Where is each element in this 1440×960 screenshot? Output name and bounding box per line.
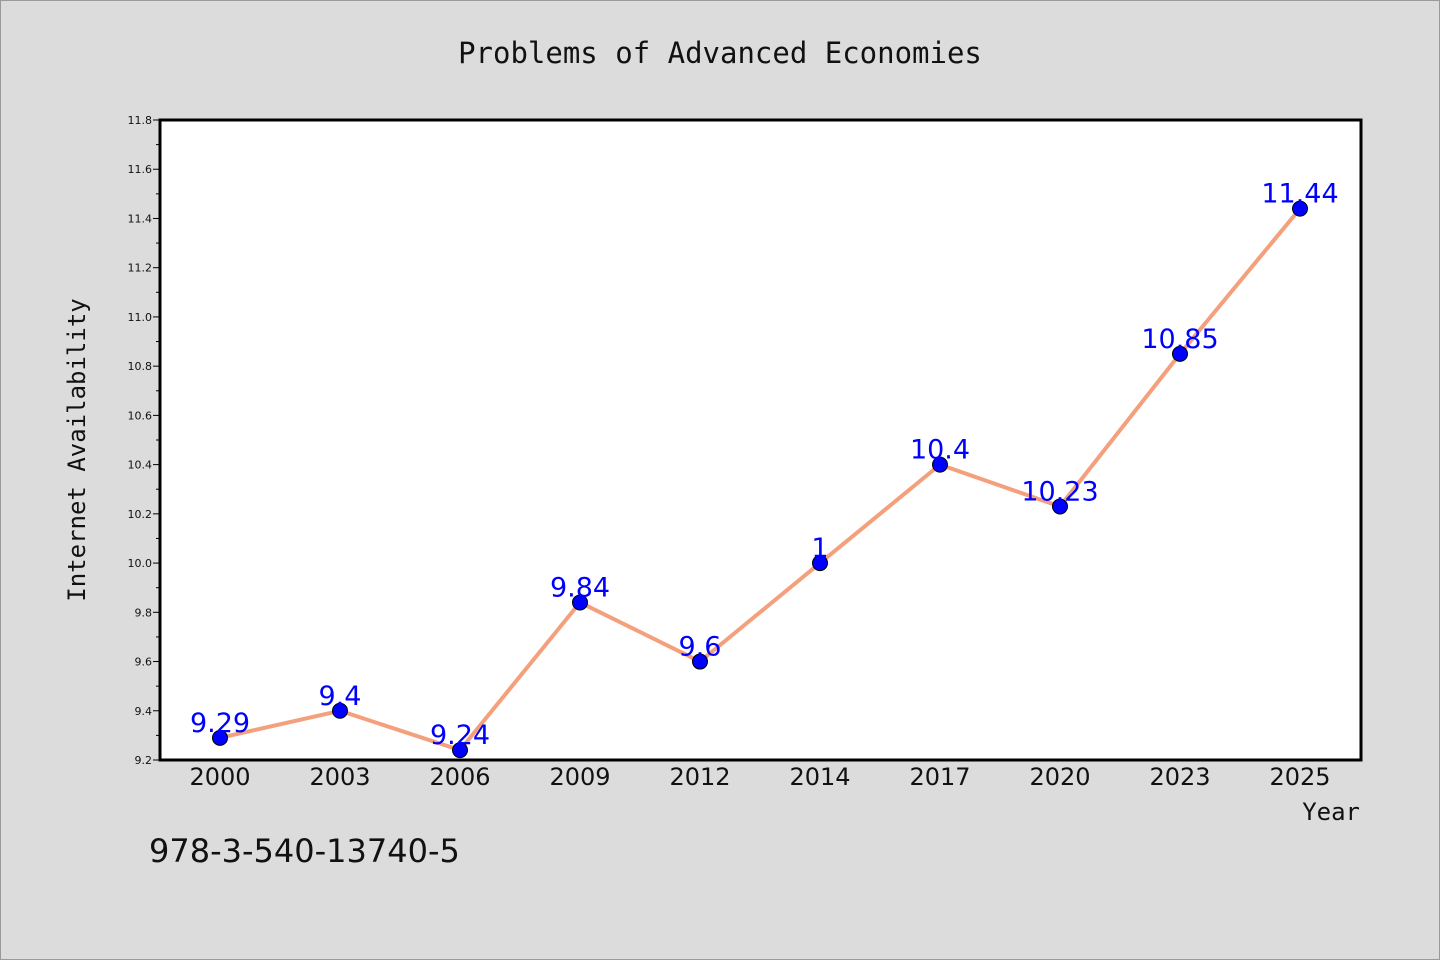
data-labels: 9.29 9.4 9.24 9.84 9.6 1 10.4 10.23 10.85 11.44 [190, 179, 1339, 752]
x-tick-label: 2014 [789, 763, 850, 791]
x-tick-label: 2017 [909, 763, 970, 791]
x-tick-label: 2012 [669, 763, 730, 791]
y-tick-label: 11.0 [128, 311, 153, 324]
chart-title: Problems of Advanced Economies [458, 36, 982, 70]
data-point [212, 729, 228, 746]
x-tick-label: 2003 [309, 763, 370, 791]
data-label: 9.4 [319, 681, 362, 712]
data-point [452, 742, 468, 759]
x-tick-label: 2023 [1149, 763, 1210, 791]
data-point [572, 594, 588, 611]
x-tick-label: 2025 [1269, 763, 1330, 791]
data-label: 11.44 [1261, 179, 1338, 210]
y-tick-label: 9.8 [135, 606, 153, 619]
data-point [932, 456, 948, 473]
isbn-footnote: 978-3-540-13740-5 [149, 832, 460, 870]
y-tick-label: 11.4 [128, 212, 153, 225]
y-tick-label: 10.8 [128, 360, 153, 373]
data-label: 9.84 [550, 572, 610, 603]
data-label: 9.24 [430, 720, 490, 751]
data-label: 10.23 [1021, 476, 1098, 507]
y-tick-label: 10.6 [128, 409, 153, 422]
y-tick-label: 9.6 [135, 656, 153, 669]
data-label: 10.85 [1141, 324, 1218, 355]
y-axis: 9.2 9.4 9.6 9.8 10.0 10.2 10.4 10.6 10.8 11.0 11.2… [128, 114, 160, 767]
data-label: 10.4 [910, 435, 970, 466]
y-tick-label: 10.4 [128, 459, 153, 472]
plot-area [160, 120, 1361, 760]
series-markers [212, 200, 1308, 759]
data-point [332, 702, 348, 719]
data-label: 9.29 [190, 708, 250, 739]
y-tick-label: 10.0 [128, 557, 153, 570]
y-tick-label: 9.4 [135, 705, 153, 718]
series-line [219, 207, 1302, 753]
y-tick-label: 11.6 [128, 163, 153, 176]
data-label: 1 [811, 533, 828, 564]
x-tick-label: 2000 [189, 763, 250, 791]
data-point [1292, 200, 1308, 217]
x-tick-label: 2009 [549, 763, 610, 791]
data-point [692, 653, 708, 670]
data-point [812, 555, 828, 572]
y-tick-label: 10.2 [128, 508, 153, 521]
data-point [1052, 498, 1068, 515]
y-tick-label: 9.2 [135, 754, 153, 767]
plot-border [158, 118, 1363, 762]
x-tick-label: 2006 [429, 763, 490, 791]
data-label: 9.6 [679, 632, 722, 663]
y-tick-label: 11.8 [128, 114, 153, 127]
y-axis-label: Internet Availability [63, 298, 91, 601]
y-tick-label: 11.2 [128, 262, 153, 275]
data-point [1172, 345, 1188, 362]
x-axis: 2000 2003 2006 2009 2012 2014 2017 2020 2023 2025 [189, 763, 1330, 791]
x-axis-label: Year [1302, 798, 1360, 826]
x-tick-label: 2020 [1029, 763, 1090, 791]
